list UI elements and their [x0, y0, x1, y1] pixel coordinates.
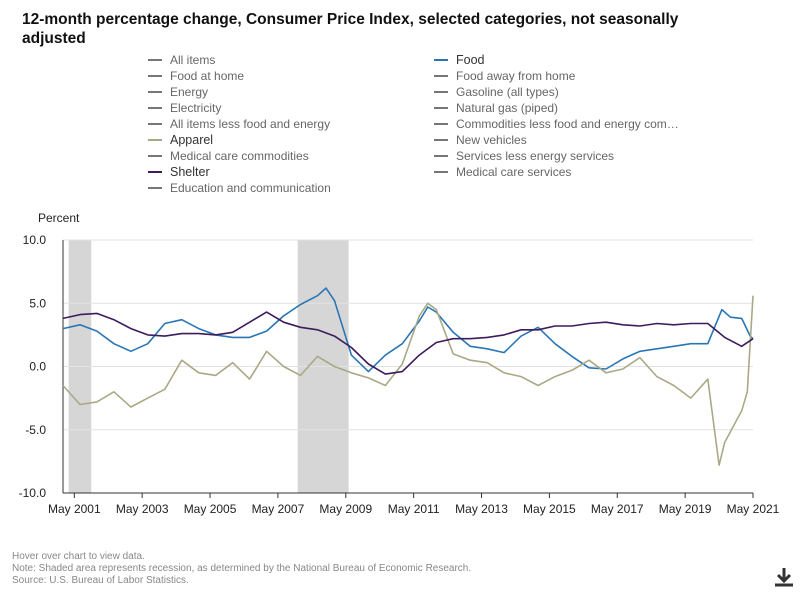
legend-label: All items less food and energy [170, 117, 331, 131]
source-note: Source: U.S. Bureau of Labor Statistics. [12, 575, 189, 586]
legend-label: Food at home [170, 69, 245, 83]
series-lines[interactable] [62, 287, 754, 467]
legend-item[interactable]: Commodities less food and energy com… [434, 116, 679, 132]
y-tick-label: 10.0 [23, 233, 47, 247]
legend-label: Education and communication [170, 181, 331, 195]
series-line-shelter[interactable] [62, 311, 754, 375]
legend-swatch [148, 171, 162, 173]
y-tick-label: 0.0 [29, 360, 46, 374]
legend-label: Food [456, 53, 485, 67]
legend-label: All items [170, 53, 216, 67]
recession-note: Note: Shaded area represents recession, … [12, 563, 472, 574]
x-tick-label: May 2021 [727, 502, 780, 516]
footnotes: Hover over chart to view data. Note: Sha… [12, 551, 471, 587]
legend-item[interactable]: New vehicles [434, 132, 527, 148]
legend-label: New vehicles [456, 133, 527, 147]
x-tick-label: May 2015 [523, 502, 576, 516]
download-icon [775, 568, 793, 587]
hover-hint: Hover over chart to view data. [12, 551, 145, 562]
legend-item[interactable]: Natural gas (piped) [434, 100, 558, 116]
legend-swatch [434, 155, 448, 157]
legend-swatch [148, 139, 162, 141]
series-line-apparel[interactable] [62, 295, 754, 467]
legend-label: Electricity [170, 101, 222, 115]
y-tick-label: 5.0 [29, 296, 46, 310]
legend-item[interactable]: Gasoline (all types) [434, 84, 559, 100]
legend-swatch [434, 75, 448, 77]
legend-swatch [148, 123, 162, 125]
legend-item[interactable]: Food [434, 52, 485, 68]
legend-item[interactable]: All items [148, 52, 215, 68]
download-button[interactable] [772, 565, 796, 589]
legend-item[interactable]: Education and communication [148, 180, 331, 196]
y-axis-label: Percent [38, 211, 80, 225]
legend-item[interactable]: Medical care services [434, 164, 571, 180]
legend-item[interactable]: Apparel [148, 132, 213, 148]
legend-label: Natural gas (piped) [456, 101, 559, 115]
legend-swatch [434, 107, 448, 109]
legend-item[interactable]: Medical care commodities [148, 148, 309, 164]
legend-swatch [434, 59, 448, 61]
legend-swatch [434, 91, 448, 93]
legend-swatch [434, 171, 448, 173]
legend-swatch [148, 187, 162, 189]
legend-label: Food away from home [456, 69, 576, 83]
legend-swatch [148, 75, 162, 77]
x-tick-label: May 2001 [48, 502, 101, 516]
legend-label: Apparel [170, 133, 214, 147]
chart-title: 12-month percentage change, Consumer Pri… [22, 11, 679, 47]
legend: All items Food at home Energy Electricity Al… [148, 52, 708, 202]
legend-swatch [434, 139, 448, 141]
x-tick-label: May 2005 [184, 502, 237, 516]
series-line-food[interactable] [62, 287, 754, 373]
legend-label: Gasoline (all types) [456, 85, 559, 99]
legend-label: Commodities less food and energy com… [456, 117, 679, 131]
legend-label: Medical care commodities [170, 149, 309, 163]
x-tick-label: May 2013 [455, 502, 508, 516]
legend-item[interactable]: Services less energy services [434, 148, 614, 164]
x-tick-label: May 2009 [319, 502, 372, 516]
y-tick-label: -10.0 [19, 486, 47, 500]
legend-item[interactable]: All items less food and energy [148, 116, 330, 132]
x-tick-label: May 2011 [388, 502, 440, 516]
legend-label: Medical care services [456, 165, 572, 179]
legend-label: Shelter [170, 165, 210, 179]
x-tick-label: May 2017 [591, 502, 644, 516]
legend-swatch [148, 107, 162, 109]
legend-label: Energy [170, 85, 209, 99]
legend-item[interactable]: Food at home [148, 68, 244, 84]
legend-item[interactable]: Food away from home [434, 68, 575, 84]
legend-swatch [148, 59, 162, 61]
x-tick-label: May 2003 [116, 502, 169, 516]
legend-item[interactable]: Shelter [148, 164, 210, 180]
legend-swatch [148, 155, 162, 157]
legend-swatch [434, 123, 448, 125]
legend-label: Services less energy services [456, 149, 615, 163]
y-tick-label: -5.0 [25, 423, 46, 437]
legend-item[interactable]: Energy [148, 84, 208, 100]
x-tick-label: May 2019 [659, 502, 712, 516]
x-tick-label: May 2007 [252, 502, 305, 516]
legend-item[interactable]: Electricity [148, 100, 221, 116]
legend-swatch [148, 91, 162, 93]
